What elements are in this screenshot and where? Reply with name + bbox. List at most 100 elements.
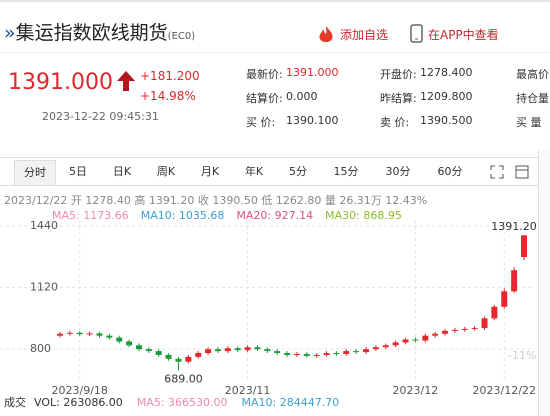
candle-body <box>175 358 182 362</box>
tab[interactable]: 周K <box>156 165 176 178</box>
candle-body <box>481 318 488 328</box>
volume-info: 成交 <box>4 395 26 409</box>
candle-body <box>106 335 113 338</box>
candle-body <box>185 356 192 362</box>
candle-body <box>274 351 281 354</box>
ma-label: MA30: 868.95 <box>325 209 402 222</box>
candle-body <box>264 349 271 352</box>
phone-icon <box>410 24 423 43</box>
divider <box>0 52 550 53</box>
field-label: 最新价: <box>246 68 283 81</box>
change-block: +181.200 +14.98% <box>140 66 200 106</box>
candle-body <box>244 347 251 351</box>
candle-body <box>372 347 379 350</box>
tab[interactable]: 5日 <box>69 165 87 178</box>
candle-body <box>86 333 93 335</box>
annotation: 689.00 <box>164 373 203 386</box>
candle-body <box>461 328 468 330</box>
top-border <box>0 0 550 2</box>
candle-body <box>303 353 310 356</box>
volume-info: MA10: 284447.70 <box>242 396 340 409</box>
field-value: 0.000 <box>286 90 318 103</box>
open-app[interactable]: 在APP中查看 <box>428 28 499 42</box>
tab[interactable]: 30分 <box>385 165 411 178</box>
title: 集运指数欧线期货 <box>15 22 168 44</box>
field-label: 持仓量 <box>516 92 549 105</box>
candle-body <box>205 349 212 354</box>
field-value: 1278.400 <box>420 66 473 79</box>
tab[interactable]: 分时 <box>14 160 56 185</box>
add-watch[interactable]: 添加自选 <box>340 28 389 42</box>
field-label: 买 量 <box>516 116 542 129</box>
up-arrow <box>117 71 135 91</box>
x-tick-label: 2023/9/18 <box>52 384 108 397</box>
ma-label: MA10: 1035.68 <box>141 209 225 222</box>
change-pct: +14.98% <box>140 89 196 103</box>
code: (EC0) <box>167 31 196 42</box>
candle-body <box>422 335 429 341</box>
field-value: 1209.800 <box>420 90 473 103</box>
volume-info: MA5: 366530.00 <box>137 396 228 409</box>
y-tick-label: 800 <box>30 342 51 355</box>
candle-body <box>323 353 330 355</box>
candle-body <box>353 351 360 353</box>
candle-body <box>214 349 221 352</box>
ma-label: MA20: 927.14 <box>236 209 313 222</box>
x-tick-label: 2023/12 <box>393 384 439 397</box>
tab[interactable]: 年K <box>244 165 264 178</box>
tab[interactable]: 月K <box>200 165 220 178</box>
ma-label: MA5: 1173.66 <box>52 209 129 222</box>
field-label: 买 价: <box>246 116 276 129</box>
candle-body <box>66 332 73 334</box>
candle-body <box>57 333 63 336</box>
candle-body <box>165 354 172 359</box>
tab-bottom-border <box>0 185 540 186</box>
candle-body <box>254 347 261 350</box>
candle-body <box>501 291 508 307</box>
field-label: 开盘价: <box>380 68 417 81</box>
candle-body <box>511 270 518 292</box>
candle-body <box>382 345 389 348</box>
volume-info: VOL: 263086.00 <box>34 396 123 409</box>
candle-body <box>313 354 320 356</box>
field-label: 卖 价: <box>380 116 410 129</box>
candle-body <box>126 341 133 346</box>
tab-icons <box>490 165 529 179</box>
tab[interactable]: 60分 <box>437 165 463 178</box>
candle-body <box>333 353 340 355</box>
candle-body <box>76 332 83 335</box>
candle-body <box>402 339 409 343</box>
candle-body <box>412 339 419 341</box>
candle-body <box>491 306 498 319</box>
candle-body <box>471 327 478 329</box>
candle-body <box>432 333 439 336</box>
quote-time: 2023-12-22 09:45:31 <box>42 110 159 123</box>
tab[interactable]: 15分 <box>333 165 359 178</box>
annotation: 1391.20 <box>491 220 537 233</box>
info-line: 2023/12/22 开 1278.40 高 1391.20 收 1390.50… <box>4 193 427 207</box>
y-tick-label: 1440 <box>30 219 58 232</box>
candle-body <box>145 349 152 352</box>
candle-body <box>284 353 291 355</box>
price: 1391.000 <box>8 70 113 95</box>
candle-body <box>521 235 527 257</box>
change: +181.200 <box>140 69 200 83</box>
candle-body <box>442 330 449 334</box>
candle-body <box>451 329 458 331</box>
candle-body <box>392 342 399 346</box>
candle-body <box>234 348 241 351</box>
field-label: 结算价: <box>246 92 283 105</box>
candle-body <box>135 345 142 350</box>
tab-top-border <box>0 157 540 158</box>
candle-body <box>96 333 103 336</box>
tab[interactable]: 日K <box>112 165 132 178</box>
candle-body <box>195 353 202 357</box>
y-tick-label: 1120 <box>30 281 58 294</box>
tab[interactable]: 5分 <box>289 165 307 178</box>
candle-body <box>155 351 162 355</box>
side-panel <box>538 150 550 416</box>
field-value: 1390.500 <box>420 114 473 127</box>
arrow-icon: » <box>4 22 16 44</box>
candle-body <box>116 337 123 342</box>
